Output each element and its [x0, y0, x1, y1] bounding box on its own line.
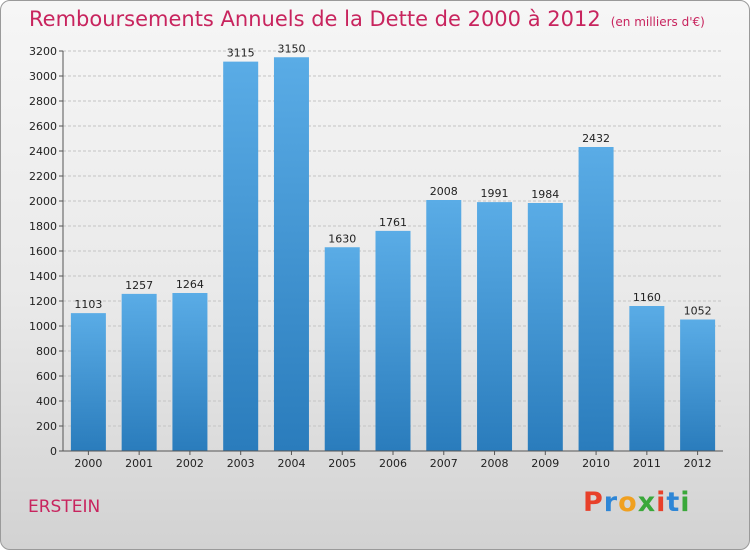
bar — [527, 203, 563, 451]
bar — [223, 61, 259, 451]
brand-letter: i — [680, 487, 691, 518]
x-tick-label: 2008 — [481, 457, 509, 470]
y-tick-label: 3000 — [29, 70, 57, 83]
bar — [121, 293, 157, 451]
brand-letter: P — [583, 487, 604, 518]
brand-letter: x — [637, 487, 657, 518]
title-text: Remboursements Annuels de la Dette de 20… — [29, 7, 601, 31]
brand-letter: i — [656, 487, 667, 518]
y-tick-label: 2200 — [29, 170, 57, 183]
data-label: 3115 — [227, 47, 255, 60]
x-tick-label: 2004 — [277, 457, 305, 470]
brand-letter: t — [666, 487, 681, 518]
x-tick-label: 2006 — [379, 457, 407, 470]
data-label: 1761 — [379, 216, 407, 229]
y-tick-label: 200 — [36, 420, 57, 433]
bar — [172, 293, 208, 451]
x-tick-label: 2001 — [125, 457, 153, 470]
bar — [477, 202, 513, 451]
data-label: 1630 — [328, 232, 356, 245]
y-tick-label: 0 — [50, 445, 57, 458]
x-tick-label: 2012 — [684, 457, 712, 470]
bar — [70, 313, 106, 451]
x-tick-label: 2010 — [582, 457, 610, 470]
x-tick-label: 2007 — [430, 457, 458, 470]
bar — [680, 319, 716, 451]
data-label: 1103 — [74, 298, 102, 311]
data-label: 1257 — [125, 279, 153, 292]
bar — [273, 57, 309, 451]
x-tick-label: 2011 — [633, 457, 661, 470]
brand-logo: Proxiti — [583, 487, 691, 518]
bar — [324, 247, 360, 451]
y-tick-label: 1600 — [29, 245, 57, 258]
data-label: 1160 — [633, 291, 661, 304]
bar — [629, 306, 665, 451]
y-tick-label: 3200 — [29, 45, 57, 58]
y-tick-label: 400 — [36, 395, 57, 408]
y-tick-label: 600 — [36, 370, 57, 383]
data-label: 1984 — [531, 188, 559, 201]
data-label: 1991 — [481, 187, 509, 200]
data-label: 1264 — [176, 278, 204, 291]
x-tick-label: 2009 — [531, 457, 559, 470]
y-tick-label: 800 — [36, 345, 57, 358]
y-tick-label: 2600 — [29, 120, 57, 133]
title-unit: (en milliers d'€) — [610, 15, 705, 29]
y-tick-label: 1400 — [29, 270, 57, 283]
brand-letter: o — [618, 487, 638, 518]
bar — [578, 147, 614, 451]
y-tick-label: 1800 — [29, 220, 57, 233]
axes — [59, 50, 723, 455]
data-label: 1052 — [684, 305, 712, 318]
x-tick-label: 2005 — [328, 457, 356, 470]
y-tick-label: 2800 — [29, 95, 57, 108]
y-tick-label: 1200 — [29, 295, 57, 308]
data-label: 2008 — [430, 185, 458, 198]
bar — [426, 200, 462, 451]
data-label: 2432 — [582, 132, 610, 145]
labels: 0 200 400 600 800 1000 1200 1400 1600 1800 2000 220… — [29, 42, 712, 470]
x-tick-label: 2000 — [74, 457, 102, 470]
x-tick-label: 2002 — [176, 457, 204, 470]
place-name: ERSTEIN — [28, 497, 101, 517]
brand-letter: r — [603, 487, 619, 518]
bars — [70, 57, 716, 451]
y-tick-label: 2400 — [29, 145, 57, 158]
data-label: 3150 — [277, 42, 305, 55]
y-tick-label: 1000 — [29, 320, 57, 333]
chart-title: Remboursements Annuels de la Dette de 20… — [29, 7, 705, 31]
y-tick-label: 2000 — [29, 195, 57, 208]
bar — [375, 230, 411, 451]
x-tick-label: 2003 — [227, 457, 255, 470]
